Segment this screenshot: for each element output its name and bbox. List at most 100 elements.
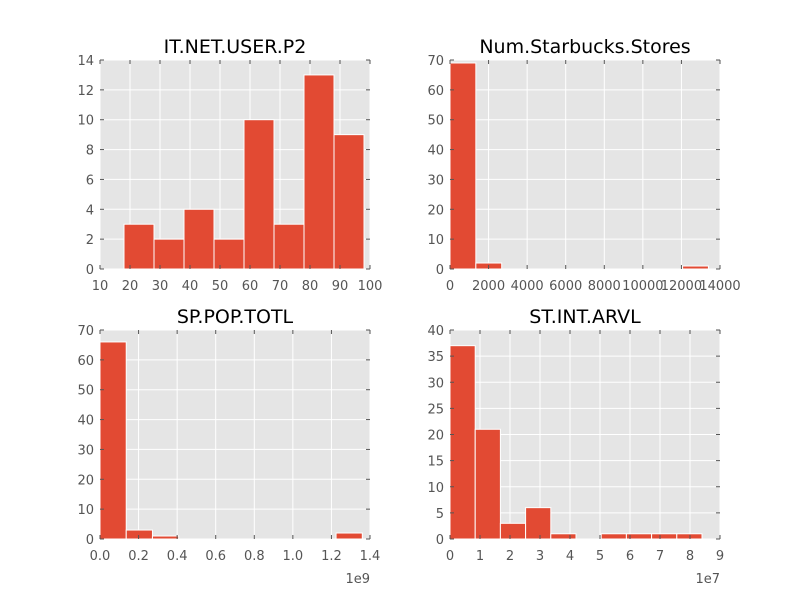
x-tick-label: 9 xyxy=(716,549,724,564)
axis-offset-label: 1e7 xyxy=(695,572,720,587)
y-tick-label: 30 xyxy=(77,443,94,458)
y-tick-label: 5 xyxy=(436,507,444,522)
histogram-bar xyxy=(335,532,363,540)
x-tick-label: 4000 xyxy=(511,279,544,294)
histogram-bar xyxy=(273,223,305,270)
x-tick-label: 14000 xyxy=(699,279,740,294)
x-tick-label: 0.0 xyxy=(90,549,111,564)
x-tick-label: 10000 xyxy=(622,279,663,294)
y-tick-label: 35 xyxy=(427,350,444,365)
y-tick-label: 70 xyxy=(77,324,94,339)
y-tick-label: 8 xyxy=(86,144,94,159)
y-tick-label: 0 xyxy=(436,263,444,278)
x-tick-label: 3 xyxy=(536,549,544,564)
histogram-bar xyxy=(676,533,703,540)
histogram-bar xyxy=(99,341,127,540)
y-tick-label: 2 xyxy=(86,233,94,248)
x-tick-label: 10 xyxy=(92,279,109,294)
y-tick-label: 10 xyxy=(427,481,444,496)
axis-offset-label: 1e9 xyxy=(345,572,370,587)
histogram-bar xyxy=(125,529,153,540)
y-tick-label: 60 xyxy=(427,84,444,99)
y-tick-label: 70 xyxy=(427,54,444,69)
subplot-title: Num.Starbucks.Stores xyxy=(479,36,690,58)
y-tick-label: 4 xyxy=(86,203,94,218)
x-tick-label: 1.0 xyxy=(283,549,304,564)
x-tick-label: 1.4 xyxy=(360,549,381,564)
x-tick-label: 6000 xyxy=(549,279,582,294)
x-tick-label: 2000 xyxy=(472,279,505,294)
x-tick-label: 0.2 xyxy=(128,549,149,564)
x-tick-label: 50 xyxy=(212,279,229,294)
y-tick-label: 40 xyxy=(77,414,94,429)
y-tick-label: 40 xyxy=(427,324,444,339)
histogram-bar xyxy=(550,533,577,540)
x-tick-label: 8 xyxy=(686,549,694,564)
histogram-bar xyxy=(303,74,335,270)
x-tick-label: 2 xyxy=(506,549,514,564)
histogram-bar xyxy=(333,134,365,270)
x-tick-label: 4 xyxy=(566,549,574,564)
histogram-bar xyxy=(243,119,275,270)
plot-area xyxy=(450,60,720,269)
x-tick-label: 6 xyxy=(626,549,634,564)
subplot-1: 10 20 30 40 50 60 70 80 90 100 0 2 4 6 8 10 12 14 IT.NET.U… xyxy=(77,36,382,294)
x-tick-label: 60 xyxy=(242,279,259,294)
x-tick-label: 0.6 xyxy=(205,549,226,564)
histogram-bar xyxy=(153,238,185,270)
subplot-title: IT.NET.USER.P2 xyxy=(164,36,307,58)
y-tick-label: 50 xyxy=(427,114,444,129)
y-tick-label: 30 xyxy=(427,173,444,188)
x-tick-label: 1 xyxy=(476,549,484,564)
histogram-bar xyxy=(474,428,501,540)
plot-area xyxy=(100,330,370,539)
histogram-bar xyxy=(449,62,477,270)
x-tick-label: 0 xyxy=(446,279,454,294)
histogram-bar xyxy=(600,533,627,540)
x-tick-label: 30 xyxy=(152,279,169,294)
subplot-3: 0.0 0.2 0.4 0.6 0.8 1.0 1.2 1.4 0 10 20 30 40 50 60 70 S… xyxy=(77,306,380,587)
x-tick-label: 20 xyxy=(122,279,139,294)
y-tick-label: 60 xyxy=(77,354,94,369)
histogram-bar xyxy=(449,345,476,540)
x-tick-label: 70 xyxy=(272,279,289,294)
y-tick-label: 14 xyxy=(77,54,94,69)
histogram-bar xyxy=(183,208,215,270)
y-tick-label: 20 xyxy=(77,473,94,488)
y-tick-label: 10 xyxy=(427,233,444,248)
x-tick-label: 100 xyxy=(358,279,383,294)
y-tick-label: 0 xyxy=(436,533,444,548)
y-tick-label: 15 xyxy=(427,455,444,470)
x-tick-label: 12000 xyxy=(661,279,702,294)
x-tick-label: 80 xyxy=(302,279,319,294)
y-tick-label: 30 xyxy=(427,376,444,391)
subplot-title: SP.POP.TOTL xyxy=(177,306,294,328)
y-tick-label: 10 xyxy=(77,503,94,518)
x-tick-label: 0.8 xyxy=(244,549,265,564)
y-tick-label: 12 xyxy=(77,84,94,99)
histogram-bar xyxy=(499,522,527,540)
y-tick-label: 10 xyxy=(77,114,94,129)
x-tick-label: 0 xyxy=(446,549,454,564)
subplot-title: ST.INT.ARVL xyxy=(529,306,641,328)
y-tick-label: 0 xyxy=(86,533,94,548)
histogram-bar xyxy=(151,535,180,540)
x-tick-label: 90 xyxy=(332,279,349,294)
x-tick-label: 5 xyxy=(596,549,604,564)
y-tick-label: 25 xyxy=(427,402,444,417)
x-tick-label: 40 xyxy=(182,279,199,294)
histogram-bar xyxy=(651,533,678,540)
x-tick-label: 8000 xyxy=(588,279,621,294)
y-tick-label: 40 xyxy=(427,144,444,159)
y-tick-label: 20 xyxy=(427,203,444,218)
x-tick-label: 0.4 xyxy=(167,549,188,564)
y-tick-label: 50 xyxy=(77,384,94,399)
y-tick-label: 0 xyxy=(86,263,94,278)
histogram-bar xyxy=(525,507,552,540)
subplot-4: 0 1 2 3 4 5 6 7 8 9 0 5 10 15 20 25 30 35 40 ST.INT.ARVL 1e7 xyxy=(427,306,724,587)
histogram-bar xyxy=(213,238,245,270)
histogram-bar xyxy=(682,265,709,270)
x-tick-label: 7 xyxy=(656,549,664,564)
